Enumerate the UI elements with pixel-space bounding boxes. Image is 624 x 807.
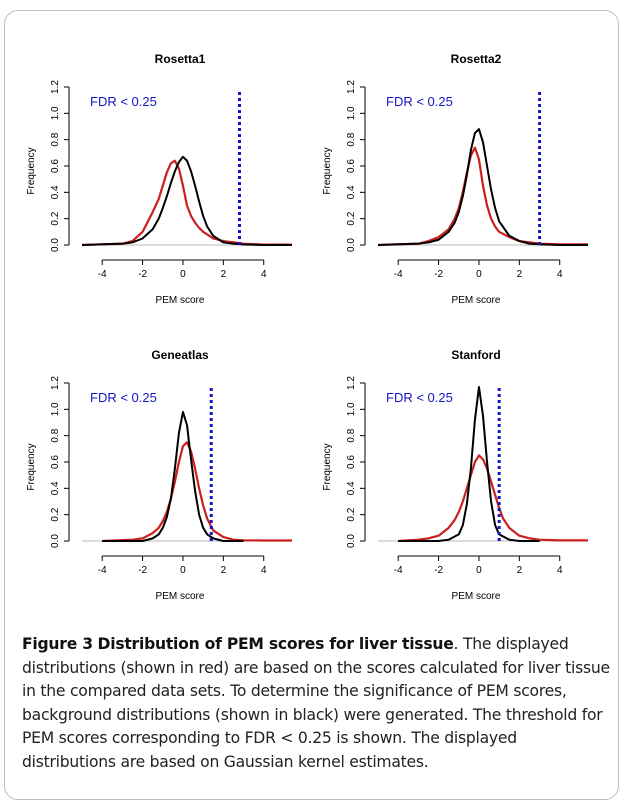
y-tick-label: 1.2 bbox=[50, 80, 61, 94]
y-tick-label: 1.2 bbox=[346, 376, 357, 390]
y-axis-label: Frequency bbox=[26, 443, 37, 490]
fdr-annotation: FDR < 0.25 bbox=[90, 94, 157, 109]
chart-panel-geneatlas: Geneatlas 0.0 0.2 0.4 0.6 0.8 1.0 1.2 Frequency -… bbox=[14, 336, 314, 636]
x-tick-label: -4 bbox=[394, 269, 403, 280]
fdr-annotation: FDR < 0.25 bbox=[386, 94, 453, 109]
y-tick-label: 0.4 bbox=[346, 185, 357, 199]
y-tick-label: 1.0 bbox=[346, 402, 357, 416]
figure-caption: Figure 3 Distribution of PEM scores for … bbox=[22, 633, 612, 774]
x-tick-label: 4 bbox=[557, 269, 563, 280]
y-tick-label: 1.0 bbox=[50, 106, 61, 120]
observed-distribution-line bbox=[377, 146, 588, 247]
y-tick-label: 0.8 bbox=[346, 428, 357, 442]
x-tick-label: 2 bbox=[221, 565, 227, 576]
y-tick-label: 0.2 bbox=[50, 507, 61, 521]
chart-panel-rosetta1: Rosetta1 0.0 0.2 0.4 0.6 0.8 1.0 1.2 Frequency -4… bbox=[14, 40, 314, 340]
x-tick-label: 2 bbox=[517, 269, 523, 280]
background-distribution-line bbox=[398, 385, 540, 542]
x-tick-label: -4 bbox=[394, 565, 403, 576]
x-axis-label: PEM score bbox=[156, 295, 205, 306]
x-tick-label: 0 bbox=[476, 565, 482, 576]
y-tick-label: 0.6 bbox=[346, 159, 357, 173]
x-tick-label: 2 bbox=[221, 269, 227, 280]
x-tick-label: 4 bbox=[557, 565, 563, 576]
observed-distribution-line bbox=[102, 441, 292, 543]
y-tick-label: 1.0 bbox=[346, 106, 357, 120]
chart-panel-stanford: Stanford 0.0 0.2 0.4 0.6 0.8 1.0 1.2 Frequency -4… bbox=[310, 336, 610, 636]
fdr-annotation: FDR < 0.25 bbox=[386, 390, 453, 405]
y-tick-label: 0.8 bbox=[50, 132, 61, 146]
x-tick-label: -4 bbox=[98, 269, 107, 280]
y-tick-label: 0.2 bbox=[50, 211, 61, 225]
chart-title: Geneatlas bbox=[151, 348, 209, 362]
x-tick-label: -2 bbox=[434, 269, 443, 280]
background-distribution-line bbox=[81, 155, 292, 246]
x-tick-label: -2 bbox=[138, 565, 147, 576]
background-distribution-line bbox=[102, 410, 244, 542]
background-distribution-line bbox=[377, 128, 588, 246]
observed-distribution-line bbox=[81, 159, 292, 247]
caption-text: . The displayed distributions (shown in … bbox=[22, 635, 610, 771]
x-tick-label: -2 bbox=[138, 269, 147, 280]
y-tick-label: 1.2 bbox=[346, 80, 357, 94]
x-tick-label: 4 bbox=[261, 269, 267, 280]
x-tick-label: 2 bbox=[517, 565, 523, 576]
x-tick-label: 0 bbox=[180, 269, 186, 280]
x-tick-label: 0 bbox=[476, 269, 482, 280]
y-tick-label: 1.0 bbox=[50, 402, 61, 416]
y-tick-label: 0.4 bbox=[50, 481, 61, 495]
caption-label: Figure 3 bbox=[22, 635, 93, 653]
x-axis-label: PEM score bbox=[156, 591, 205, 602]
y-tick-label: 0.8 bbox=[50, 428, 61, 442]
y-tick-label: 0.0 bbox=[346, 238, 357, 252]
y-axis-label: Frequency bbox=[322, 443, 333, 490]
y-tick-label: 0.6 bbox=[50, 159, 61, 173]
x-tick-label: 4 bbox=[261, 565, 267, 576]
y-tick-label: 0.8 bbox=[346, 132, 357, 146]
y-tick-label: 0.0 bbox=[50, 238, 61, 252]
y-axis-label: Frequency bbox=[26, 147, 37, 194]
y-tick-label: 0.0 bbox=[346, 534, 357, 548]
y-tick-label: 0.4 bbox=[346, 481, 357, 495]
x-axis-label: PEM score bbox=[452, 295, 501, 306]
y-tick-label: 0.2 bbox=[346, 211, 357, 225]
x-tick-label: -2 bbox=[434, 565, 443, 576]
y-tick-label: 0.2 bbox=[346, 507, 357, 521]
x-tick-label: -4 bbox=[98, 565, 107, 576]
caption-title: Distribution of PEM scores for liver tis… bbox=[97, 635, 454, 653]
chart-title: Rosetta2 bbox=[451, 52, 502, 66]
y-tick-label: 0.6 bbox=[50, 455, 61, 469]
y-tick-label: 0.0 bbox=[50, 534, 61, 548]
chart-title: Stanford bbox=[451, 348, 500, 362]
x-axis-label: PEM score bbox=[452, 591, 501, 602]
observed-distribution-line bbox=[398, 454, 588, 543]
y-tick-label: 0.4 bbox=[50, 185, 61, 199]
y-axis-label: Frequency bbox=[322, 147, 333, 194]
chart-title: Rosetta1 bbox=[155, 52, 206, 66]
fdr-annotation: FDR < 0.25 bbox=[90, 390, 157, 405]
y-tick-label: 0.6 bbox=[346, 455, 357, 469]
x-tick-label: 0 bbox=[180, 565, 186, 576]
figure-frame bbox=[4, 10, 619, 800]
chart-panel-rosetta2: Rosetta2 0.0 0.2 0.4 0.6 0.8 1.0 1.2 Frequency -4… bbox=[310, 40, 610, 340]
y-tick-label: 1.2 bbox=[50, 376, 61, 390]
